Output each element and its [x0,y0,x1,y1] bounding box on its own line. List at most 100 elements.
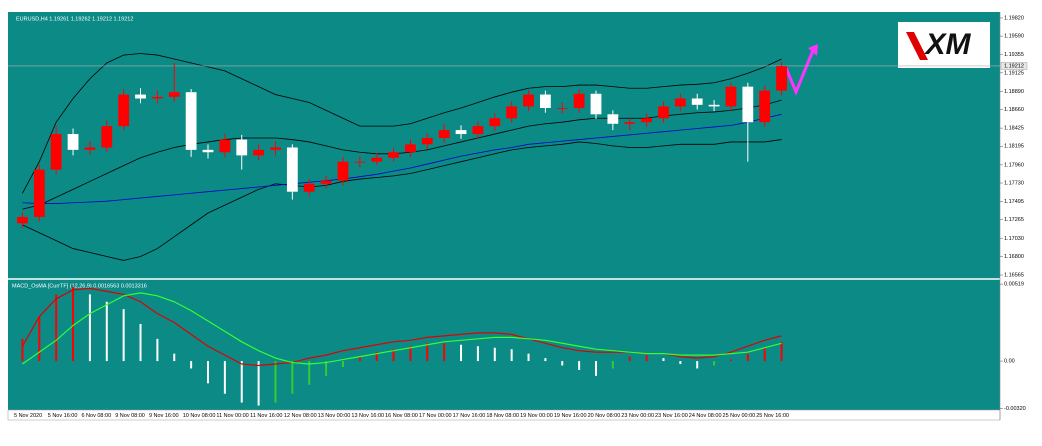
candle-body [708,104,720,107]
candle-body [388,152,399,158]
candle-body [489,118,501,127]
candle-body [674,98,686,107]
candle-body [270,147,281,150]
candle-body [337,161,349,181]
plot-background [8,12,1000,410]
current-price-box [1000,62,1028,70]
x-tick-label: 17 Nov 16:00 [453,413,486,419]
candle-body [556,107,568,109]
candle-body [185,92,197,150]
candle-body [742,86,754,123]
x-tick-label: 9 Nov 16:00 [149,413,179,419]
y-tick-label: 1.17265 [1004,217,1024,223]
candle-body [118,94,130,127]
candle-body [472,126,484,135]
logo: XM [898,22,990,68]
x-tick-label: 24 Nov 08:00 [689,413,722,419]
candle-body [67,134,79,150]
y-tick-label: 1.17495 [1004,199,1024,205]
x-tick-label: 17 Nov 00:00 [419,413,452,419]
candle-body [253,149,265,156]
candle-body [691,98,703,105]
y-tick-label: 1.16800 [1004,254,1024,260]
x-tick-label: 19 Nov 16:00 [554,413,587,419]
candle-body [421,137,433,145]
y-tick-label: 1.19590 [1004,34,1024,40]
candle-body [624,122,636,124]
x-tick-label: 25 Nov 16:00 [756,413,789,419]
x-tick-label: 6 Nov 08:00 [81,413,111,419]
indicator-line [22,99,782,210]
candle-body [405,144,416,153]
y-tick-label: 1.18660 [1004,107,1024,113]
candle-body [455,130,467,135]
x-tick-label: 16 Nov 08:00 [385,413,418,419]
y-tick-label: 1.18425 [1004,126,1024,132]
candle-body [590,93,602,115]
y-tick-label: 1.17030 [1004,236,1024,242]
x-tick-label: 11 Nov 00:00 [216,413,248,419]
indicator-line [22,113,782,204]
x-tick-label: 10 Nov 08:00 [183,413,216,419]
y-tick-label: -0.00320 [1004,406,1026,412]
chart-title: EURUSD,H4 1.19261 1.19262 1.19212 1.1921… [16,16,133,22]
x-tick-label: 23 Nov 00:00 [621,413,654,419]
x-tick-label: 13 Nov 00:00 [318,413,351,419]
y-tick-label: 1.17730 [1004,180,1024,186]
x-tick-label: 13 Nov 16:00 [351,413,384,419]
logo-text: XM [924,28,972,61]
forecast-arrow [784,47,816,96]
candle-body [523,94,534,107]
candle-body [168,92,180,97]
x-tick-label: 9 Nov 08:00 [115,413,145,419]
candle-body [236,139,248,156]
x-tick-label: 23 Nov 16:00 [655,413,688,419]
candle-body [759,90,771,123]
candle-body [17,216,28,224]
candle-body [151,96,163,99]
indicator-title: MACD_OsMA [CurrTF] (12,26,9) 0.0016563 0… [12,283,147,289]
candle-body [641,118,653,123]
candle-body [539,94,551,108]
y-tick-label: 1.18890 [1004,89,1024,95]
y-tick-label: 1.19355 [1004,52,1024,58]
candle-body [354,161,366,163]
candle-body [658,106,669,119]
candle-body [135,94,146,99]
candle-body [33,169,45,217]
y-tick-label: 1.19125 [1004,70,1024,76]
x-tick-label: 12 Nov 08:00 [284,413,317,419]
indicator-line [22,292,782,365]
x-tick-label: 5 Nov 16:00 [48,413,78,419]
candle-body [371,157,383,162]
candle-body [776,66,787,91]
candle-body [84,147,96,150]
y-tick-label: 1.16565 [1004,272,1024,278]
y-tick-label: 1.19820 [1004,15,1024,21]
candle-body [303,183,315,192]
candle-body [607,114,619,124]
candle-body [438,130,450,138]
x-tick-label: 19 Nov 00:00 [520,413,553,419]
indicator-line [22,53,782,194]
candle-body [202,149,214,153]
y-tick-label: 0.00 [1004,359,1015,365]
x-tick-label: 11 Nov 16:00 [250,413,282,419]
candle-body [320,180,332,184]
x-tick-label: 20 Nov 08:00 [588,413,621,419]
y-tick-label: 1.18195 [1004,144,1024,150]
y-tick-label: 0.00519 [1004,282,1024,288]
candle-body [286,147,298,192]
logo-slash [906,32,928,60]
candle-body [101,126,113,148]
candle-body [573,93,585,108]
x-tick-label: 25 Nov 00:00 [723,413,756,419]
candle-body [50,134,62,170]
y-tick-label: 1.17960 [1004,162,1024,168]
x-tick-label: 18 Nov 08:00 [486,413,519,419]
candle-body [725,86,737,107]
x-tick-label: 5 Nov 2020 [14,413,42,419]
candle-body [219,139,231,153]
